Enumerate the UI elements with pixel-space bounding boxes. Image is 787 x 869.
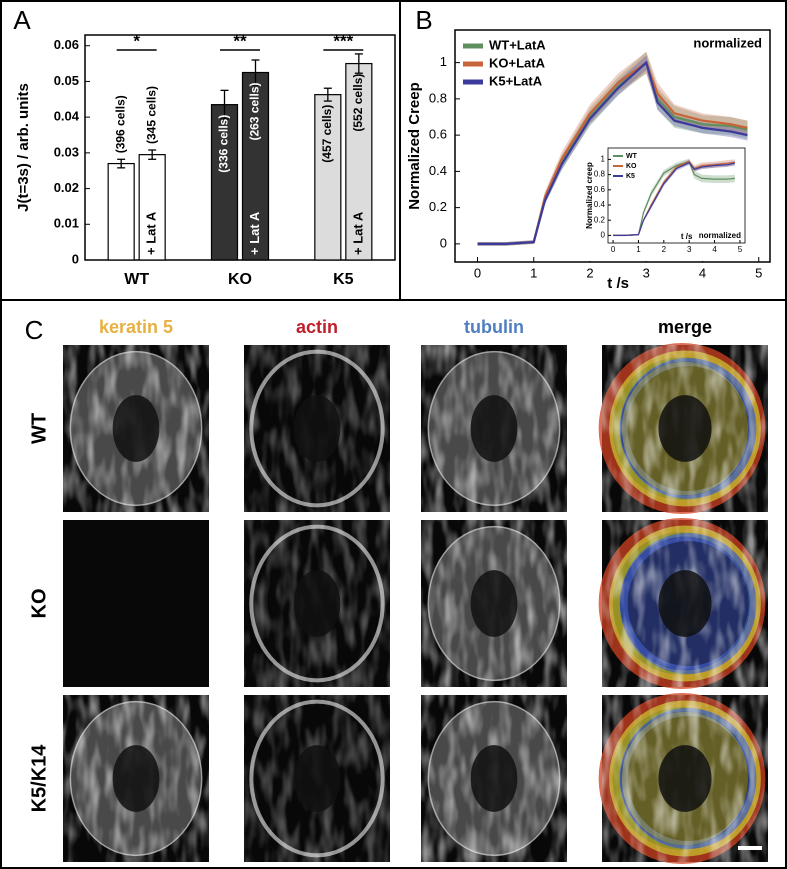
significance-stars: * — [133, 31, 140, 50]
column-header: merge — [658, 317, 712, 337]
y-tick-label: 0.03 — [54, 144, 79, 159]
bar — [314, 94, 342, 261]
legend-label: K5 — [626, 173, 635, 180]
y-axis-label: J(t=3s) / arb. units — [15, 83, 32, 212]
x-tick-label: 3 — [687, 245, 692, 254]
legend-label: K5+LatA — [489, 73, 543, 88]
y-tick-label: 0.8 — [429, 90, 447, 105]
panel-label: A — [13, 5, 31, 35]
y-axis-label: Normalized creep — [585, 162, 594, 229]
micrograph-nucleus — [293, 570, 341, 637]
scale-bar — [738, 846, 762, 850]
micrograph-nucleus — [658, 395, 712, 462]
x-tick-label: 1 — [636, 245, 641, 254]
y-tick-label: 0.2 — [594, 215, 606, 224]
micrograph-nucleus — [470, 395, 518, 462]
micrograph-nucleus — [293, 395, 341, 462]
x-tick-label: 2 — [586, 265, 593, 280]
x-tick-label: KO — [228, 271, 252, 288]
x-tick-label: 2 — [662, 245, 667, 254]
bar — [138, 154, 166, 261]
x-axis-label: t /s — [607, 275, 629, 292]
cell-count: (457 cells) — [320, 105, 334, 163]
line — [613, 161, 735, 236]
x-tick-label: 4 — [699, 265, 706, 280]
y-tick-label: 0.6 — [594, 185, 606, 194]
micrograph-nucleus — [112, 395, 160, 462]
row-label: KO — [28, 589, 50, 619]
column-header: tubulin — [464, 317, 524, 337]
x-tick-label: 4 — [712, 245, 717, 254]
line — [477, 60, 748, 245]
y-tick-label: 1 — [601, 155, 606, 164]
y-tick-label: 0.05 — [54, 73, 79, 88]
cell-count: (336 cells) — [217, 115, 231, 173]
cell-count: (396 cells) — [113, 95, 127, 153]
x-tick-label: 0 — [611, 245, 616, 254]
treatment-label: + Lat A — [144, 211, 159, 255]
y-tick-label: 0.04 — [54, 109, 80, 124]
annotation: normalized — [699, 231, 741, 240]
panel-label: B — [415, 5, 432, 35]
treatment-label: + Lat A — [247, 211, 262, 255]
significance-stars: ** — [233, 31, 247, 50]
y-tick-label: 0 — [440, 235, 447, 250]
legend-label: WT — [626, 153, 638, 160]
x-tick-label: 3 — [643, 265, 650, 280]
cell-count: (552 cells) — [351, 74, 365, 132]
bar — [107, 162, 135, 261]
significance-stars: *** — [333, 31, 353, 50]
y-tick-label: 1 — [440, 54, 447, 69]
micrograph — [63, 520, 209, 687]
plot-frame — [454, 29, 771, 263]
y-tick-label: 0.06 — [54, 37, 79, 52]
micrograph-nucleus — [112, 745, 160, 812]
x-tick-label: 1 — [530, 265, 537, 280]
x-tick-label: 5 — [738, 245, 743, 254]
micrograph-nucleus — [658, 570, 712, 637]
legend-label: WT+LatA — [489, 37, 546, 52]
panel-label: C — [25, 315, 44, 345]
cell-count: (345 cells) — [144, 86, 158, 144]
y-axis-label: Normalized Creep — [406, 82, 423, 210]
row-label: K5/K14 — [28, 744, 50, 813]
x-tick-label: 0 — [474, 265, 481, 280]
x-tick-label: WT — [124, 271, 149, 288]
micrograph-nucleus — [470, 745, 518, 812]
annotation: normalized — [693, 35, 762, 50]
legend-label: KO — [626, 163, 637, 170]
y-tick-label: 0 — [601, 231, 606, 240]
column-header: actin — [296, 317, 338, 337]
column-header: keratin 5 — [99, 317, 173, 337]
y-tick-label: 0.02 — [54, 180, 79, 195]
micrograph-nucleus — [658, 745, 712, 812]
y-tick-label: 0.4 — [429, 163, 447, 178]
x-axis-label: t /s — [681, 232, 693, 241]
bar — [345, 62, 373, 261]
micrograph-nucleus — [470, 570, 518, 637]
y-tick-label: 0.2 — [429, 199, 447, 214]
plot-frame — [607, 147, 746, 244]
x-tick-label: 5 — [755, 265, 762, 280]
y-tick-label: 0 — [72, 251, 79, 266]
x-tick-label: K5 — [333, 271, 354, 288]
y-tick-label: 0.6 — [429, 127, 447, 142]
y-tick-label: 0.8 — [594, 170, 606, 179]
cell-count: (263 cells) — [248, 83, 262, 141]
legend-label: KO+LatA — [489, 55, 546, 70]
bar — [210, 104, 239, 261]
micrograph-nucleus — [293, 745, 341, 812]
y-tick-label: 0.01 — [54, 216, 79, 231]
treatment-label: + Lat A — [350, 211, 365, 255]
plot-frame — [84, 34, 396, 261]
row-label: WT — [28, 413, 50, 444]
bar — [241, 71, 270, 261]
y-tick-label: 0.4 — [594, 200, 606, 209]
